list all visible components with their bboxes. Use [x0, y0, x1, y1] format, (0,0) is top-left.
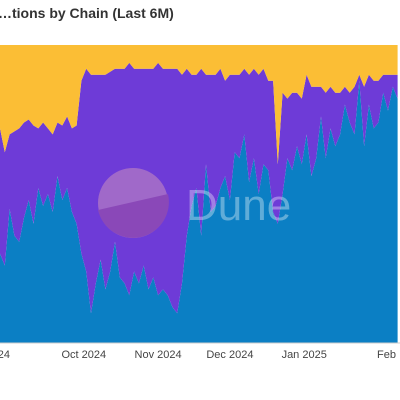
x-tick-label: Dec 2024	[206, 349, 253, 361]
x-axis-ticks: …24 Oct 2024 Nov 2024 Dec 2024 Jan 2025 Feb …	[0, 349, 400, 361]
x-tick-label: Nov 2024	[135, 349, 182, 361]
area-series-3	[0, 45, 398, 165]
x-tick-label: Oct 2024	[61, 349, 106, 361]
area-series-2	[0, 62, 398, 314]
area-series-1	[0, 80, 398, 344]
dune-logo-shade	[98, 194, 169, 238]
dune-logo-icon	[98, 168, 168, 238]
watermark-text: Dune	[186, 181, 291, 230]
area-layer	[0, 45, 398, 344]
chart-title: …tions by Chain (Last 6M)	[0, 5, 174, 21]
x-tick-label: Jan 2025	[282, 349, 327, 361]
x-tick-label: …24	[0, 349, 10, 361]
dune-watermark: Dune	[98, 168, 291, 238]
x-tick-label: Feb …	[377, 349, 400, 361]
